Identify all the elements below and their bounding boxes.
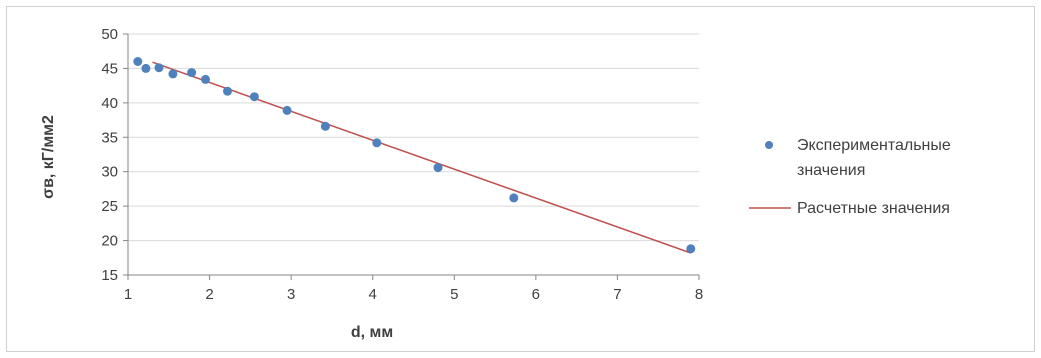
data-point-experimental bbox=[187, 68, 197, 78]
x-tick-label: 6 bbox=[532, 286, 540, 303]
x-tick-label: 2 bbox=[205, 286, 213, 303]
data-point-experimental bbox=[320, 121, 330, 131]
series-points bbox=[133, 57, 696, 254]
x-tick-labels: 1 2 3 4 5 6 7 8 bbox=[124, 286, 703, 303]
data-point-experimental bbox=[372, 138, 382, 148]
x-tick-label: 1 bbox=[124, 286, 132, 303]
y-tick-label: 30 bbox=[101, 164, 118, 181]
data-point-experimental bbox=[223, 86, 232, 96]
y-tick-label: 15 bbox=[101, 267, 118, 284]
y-tick-label: 45 bbox=[101, 60, 118, 77]
y-tick-label: 20 bbox=[101, 233, 118, 250]
data-point-experimental bbox=[433, 163, 443, 173]
x-tick-label: 8 bbox=[695, 286, 703, 303]
legend-label-experimental-line1: Экспериментальные bbox=[797, 137, 951, 154]
legend-marker-experimental bbox=[765, 141, 773, 149]
data-point-experimental bbox=[154, 63, 164, 73]
x-axis-title: d, мм bbox=[351, 324, 393, 341]
axes bbox=[123, 33, 700, 280]
data-point-experimental bbox=[282, 105, 292, 115]
legend-label-calculated: Расчетные значения bbox=[797, 200, 950, 217]
x-tick-label: 3 bbox=[287, 286, 295, 303]
data-point-experimental bbox=[509, 193, 519, 203]
data-point-experimental bbox=[168, 69, 178, 79]
y-tick-label: 40 bbox=[101, 95, 118, 112]
data-point-experimental bbox=[249, 92, 259, 102]
y-axis-title: σв, кГ/мм2 bbox=[40, 115, 57, 199]
data-point-experimental bbox=[141, 63, 151, 73]
y-tick-label: 50 bbox=[101, 26, 118, 43]
data-point-experimental bbox=[201, 74, 210, 84]
series-line-calculated bbox=[152, 61, 692, 254]
y-tick-label: 25 bbox=[101, 198, 118, 215]
gridlines bbox=[128, 33, 699, 242]
y-tick-labels: 15 20 25 30 35 40 45 50 bbox=[101, 26, 118, 284]
y-tick-label: 35 bbox=[101, 129, 118, 146]
data-point-experimental bbox=[686, 244, 696, 254]
data-point-experimental bbox=[133, 57, 143, 66]
x-tick-label: 7 bbox=[613, 286, 621, 303]
x-tick-label: 4 bbox=[369, 286, 377, 303]
legend-label-experimental-line2: значения bbox=[797, 162, 865, 179]
series-lines bbox=[152, 61, 692, 254]
x-tick-label: 5 bbox=[450, 286, 458, 303]
legend: Экспериментальные значения Расчетные зна… bbox=[749, 137, 951, 217]
